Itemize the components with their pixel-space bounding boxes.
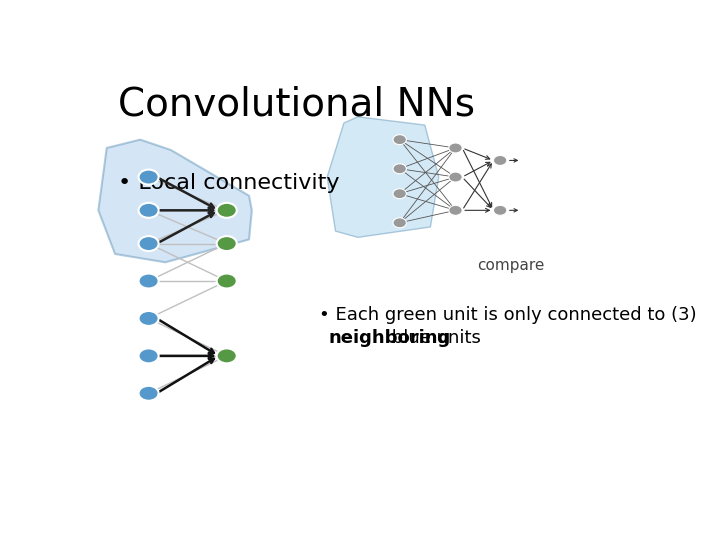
- Circle shape: [393, 164, 406, 174]
- Circle shape: [449, 205, 462, 215]
- Circle shape: [217, 348, 237, 363]
- Circle shape: [138, 203, 158, 218]
- Polygon shape: [99, 140, 252, 262]
- Text: compare: compare: [477, 258, 545, 273]
- Circle shape: [217, 203, 237, 218]
- Circle shape: [393, 134, 406, 145]
- Circle shape: [138, 274, 158, 288]
- Circle shape: [217, 274, 237, 288]
- Circle shape: [138, 386, 158, 401]
- Circle shape: [138, 311, 158, 326]
- Circle shape: [493, 205, 507, 215]
- Text: Convolutional NNs: Convolutional NNs: [118, 85, 475, 124]
- Circle shape: [393, 218, 406, 228]
- Text: • Local connectivity: • Local connectivity: [118, 173, 339, 193]
- Text: neighboring: neighboring: [329, 329, 451, 347]
- Circle shape: [138, 236, 158, 251]
- Text: blue units: blue units: [387, 329, 481, 347]
- Circle shape: [493, 156, 507, 165]
- Circle shape: [217, 236, 237, 251]
- Polygon shape: [327, 117, 438, 238]
- Circle shape: [138, 348, 158, 363]
- Circle shape: [449, 172, 462, 182]
- Circle shape: [138, 170, 158, 185]
- Text: • Each green unit is only connected to (3): • Each green unit is only connected to (…: [319, 306, 696, 324]
- Circle shape: [449, 143, 462, 153]
- Circle shape: [393, 188, 406, 199]
